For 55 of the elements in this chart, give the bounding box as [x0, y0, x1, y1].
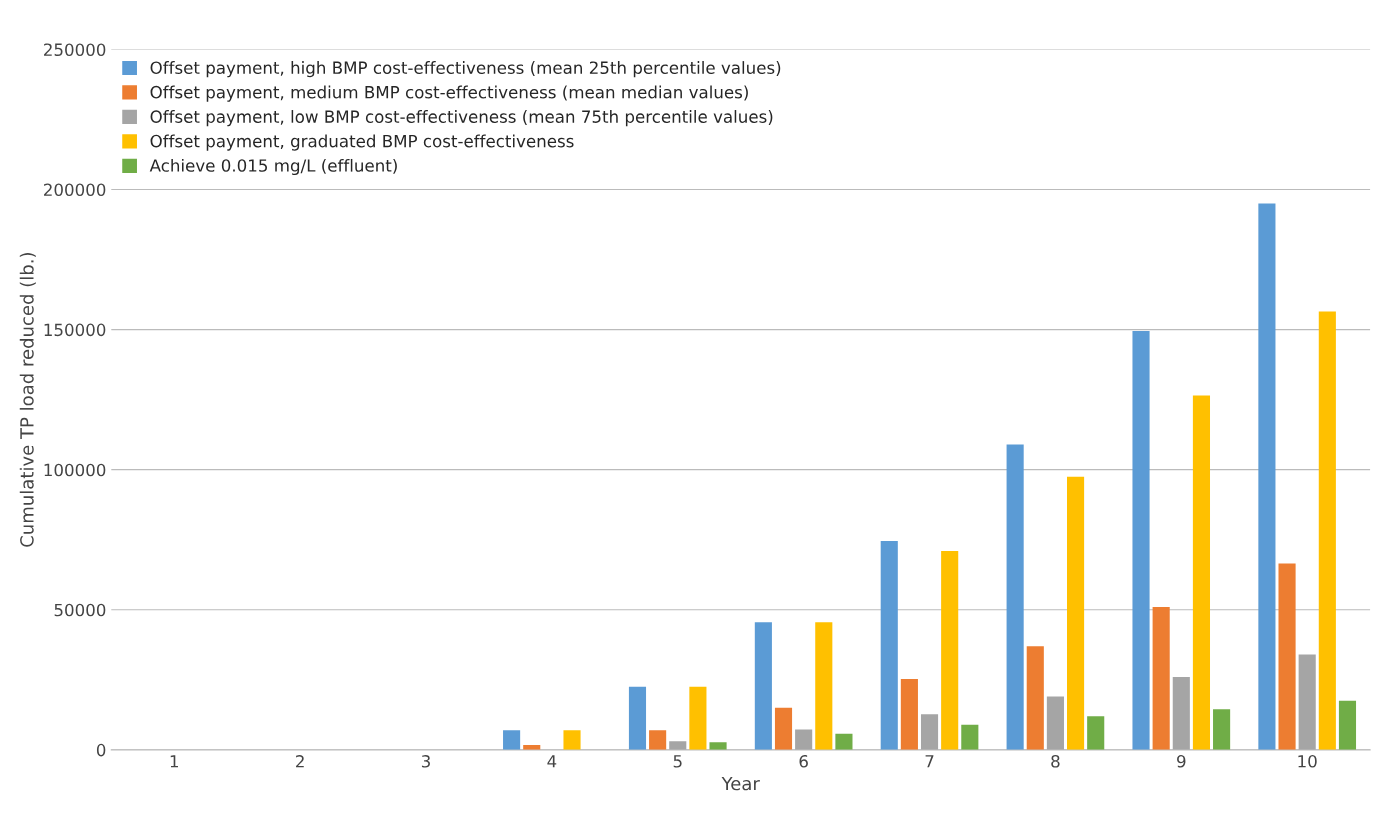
bar	[1172, 677, 1190, 750]
bar	[1046, 696, 1064, 750]
bar	[920, 714, 939, 750]
x-tick-label: 8	[1051, 755, 1060, 768]
bar	[815, 622, 833, 750]
bar	[1006, 444, 1024, 750]
y-tick-label: 200000	[44, 183, 106, 197]
bar	[649, 730, 667, 750]
x-tick-label: 5	[673, 755, 682, 768]
x-tick-label: 10	[1298, 755, 1317, 768]
bar	[795, 729, 813, 750]
bar	[1338, 700, 1357, 750]
bar	[1152, 606, 1170, 750]
bar	[1132, 331, 1150, 750]
bar	[880, 541, 898, 750]
bar	[900, 678, 918, 750]
bar	[1087, 716, 1105, 750]
y-tick-label: 100000	[44, 463, 106, 477]
x-tick-label: 9	[1177, 755, 1186, 768]
bar	[1278, 563, 1296, 750]
bar	[1213, 709, 1231, 750]
bar	[709, 742, 727, 750]
bar	[835, 733, 853, 750]
x-tick-label: 7	[925, 755, 934, 768]
legend-label: Achieve 0.015 mg/L (effluent)	[149, 158, 397, 176]
bar	[1318, 311, 1336, 750]
bar	[689, 686, 707, 750]
legend-label: Offset payment, low BMP cost-effectiveness (mean 75th percentile values)	[150, 110, 773, 127]
y-tick-label: 50000	[54, 603, 106, 617]
legend-label: Offset payment, medium BMP cost-effectiveness (mean median values)	[150, 85, 748, 102]
bar	[941, 550, 959, 750]
legend-label: Offset payment, high BMP cost-effectiveness (mean 25th percentile values)	[150, 61, 781, 78]
x-axis-title: Year	[721, 776, 760, 791]
x-tick-label: 4	[547, 755, 557, 768]
bar	[774, 707, 793, 750]
bar	[1298, 654, 1316, 750]
bar	[669, 741, 687, 750]
x-tick-label: 2	[296, 755, 304, 768]
bar	[628, 686, 647, 750]
x-tick-label: 3	[421, 755, 430, 768]
y-tick-label: 0	[96, 743, 106, 757]
bar	[503, 730, 521, 750]
bar	[563, 730, 581, 750]
legend-label: Offset payment, graduated BMP cost-effectiveness	[150, 134, 574, 151]
bar	[1067, 476, 1085, 750]
x-tick-label: 6	[799, 755, 808, 768]
y-axis-title: Cumulative TP load reduced (lb.)	[19, 253, 36, 547]
y-tick-label: 250000	[44, 43, 106, 57]
bar	[754, 622, 772, 750]
y-tick-label: 150000	[44, 323, 106, 337]
x-tick-label: 1	[170, 755, 178, 768]
bar	[961, 724, 979, 750]
bar	[1258, 203, 1276, 750]
bar	[1192, 395, 1211, 750]
bar	[1026, 646, 1044, 750]
